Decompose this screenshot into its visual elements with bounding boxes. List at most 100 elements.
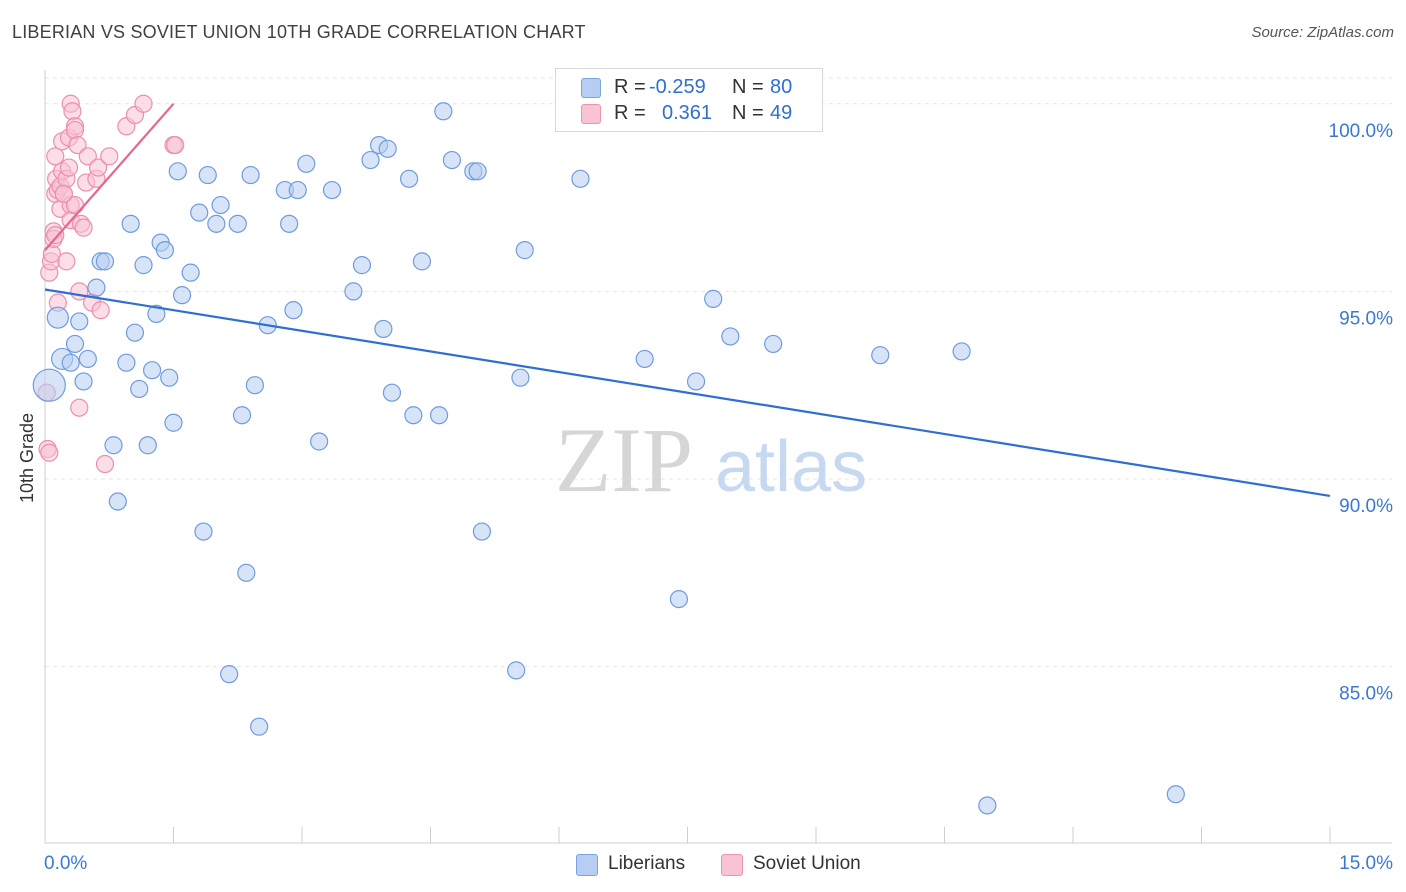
liberians-point <box>378 139 397 158</box>
liberians-point <box>374 319 393 339</box>
soviet-union-point <box>78 147 97 166</box>
liberians-point <box>211 195 230 215</box>
liberians-point <box>412 252 432 271</box>
soviet-legend-swatch <box>721 854 743 876</box>
liberians-point <box>130 379 149 399</box>
soviet-union-point <box>89 158 108 177</box>
soviet-union-point <box>65 120 85 140</box>
liberians-point <box>310 432 329 451</box>
liberians-point <box>434 102 453 121</box>
liberians-point <box>87 278 106 297</box>
liberians-point <box>764 334 783 354</box>
liberians-point <box>95 252 115 271</box>
liberians-point <box>382 383 402 402</box>
liberians-point <box>65 334 85 354</box>
liberians-point <box>250 717 269 736</box>
liberians-point <box>515 241 534 260</box>
liberians-legend-label: Liberians <box>608 853 686 874</box>
liberians-point <box>220 665 239 684</box>
soviet-union-point <box>134 94 153 113</box>
y-axis-title: 10th Grade <box>17 413 37 503</box>
liberians-point <box>468 162 487 181</box>
y-tick-label: 100.0% <box>1329 121 1394 142</box>
legend-row-soviet: R = 0.361 N = 49 <box>556 100 822 126</box>
soviet-union-point <box>59 158 79 177</box>
soviet-union-point <box>74 218 93 237</box>
n-label: N = <box>732 102 764 124</box>
liberians-point <box>160 368 179 387</box>
liberians-point <box>241 165 260 185</box>
trend-lines <box>44 103 1331 497</box>
soviet-union-point <box>46 147 65 166</box>
liberians-point <box>232 406 252 425</box>
series-legend: Liberians Soviet Union <box>0 852 1406 878</box>
liberians-point <box>669 589 689 609</box>
liberians-point <box>429 406 449 425</box>
liberians-point <box>46 306 69 329</box>
liberians-point <box>198 165 217 185</box>
liberians-point <box>194 522 213 541</box>
soviet-swatch <box>581 104 601 124</box>
liberians-point <box>442 150 462 170</box>
watermark-atlas: atlas <box>715 427 867 507</box>
liberians-point <box>704 289 723 308</box>
liberians-point <box>507 661 526 680</box>
liberians-point <box>511 368 530 387</box>
soviet-legend-label: Soviet Union <box>753 853 861 874</box>
liberians-point <box>207 214 226 233</box>
liberians-point <box>181 263 200 282</box>
liberians-point <box>245 376 264 395</box>
liberians-point <box>147 304 166 324</box>
soviet-union-points <box>37 94 185 474</box>
liberians-point <box>361 150 380 170</box>
n-label: N = <box>732 76 764 98</box>
liberians-point <box>404 406 423 425</box>
chart-title: LIBERIAN VS SOVIET UNION 10TH GRADE CORR… <box>12 22 586 42</box>
y-tick-label: 90.0% <box>1339 496 1393 517</box>
liberians-point <box>104 436 123 455</box>
liberians-r-value: -0.259 <box>649 76 706 98</box>
y-tick-label: 95.0% <box>1339 308 1393 329</box>
liberians-point <box>297 154 316 173</box>
liberians-point <box>134 256 153 275</box>
y-tick-label: 85.0% <box>1339 684 1393 705</box>
liberians-point <box>635 349 654 369</box>
soviet-n-value: 49 <box>770 102 793 124</box>
liberians-point <box>138 436 157 455</box>
liberians-point <box>70 312 89 331</box>
soviet-union-point <box>70 398 89 417</box>
soviet-union-point <box>68 135 87 155</box>
liberians-point <box>142 361 162 380</box>
liberians-point <box>168 162 187 181</box>
soviet-union-point <box>100 147 119 166</box>
liberians-point <box>61 353 80 372</box>
correlation-legend: R = -0.259 N = 80 R = 0.361 N = 49 <box>555 68 823 132</box>
soviet-union-point <box>91 301 110 320</box>
liberians-n-value: 80 <box>770 76 793 98</box>
liberians-point <box>721 327 740 346</box>
liberians-point <box>871 346 890 365</box>
liberians-point <box>280 214 299 233</box>
liberians-point <box>190 203 209 222</box>
soviet-union-point <box>166 135 185 155</box>
liberians-point <box>121 214 140 233</box>
liberians-point <box>1166 785 1185 804</box>
soviet-union-point <box>40 443 59 462</box>
watermark-zip: ZIP <box>555 409 693 511</box>
liberians-point <box>399 169 419 188</box>
x-tick-label-min: 0.0% <box>44 853 87 874</box>
liberians-point <box>32 368 66 402</box>
soviet-union-point <box>63 102 82 121</box>
liberians-point <box>108 492 127 511</box>
liberians-point <box>284 301 303 320</box>
watermark: ZIP atlas <box>555 409 867 511</box>
liberians-point <box>571 169 590 188</box>
liberians-point <box>472 522 491 541</box>
liberians-point <box>228 214 247 233</box>
axis-labels: 85.0% 90.0% 95.0% 100.0% 0.0% 15.0% 10th Grade <box>17 121 1393 874</box>
liberians-point <box>344 282 363 301</box>
soviet-union-point <box>46 226 65 245</box>
r-label: R = <box>614 102 646 124</box>
liberians-point <box>952 342 971 361</box>
